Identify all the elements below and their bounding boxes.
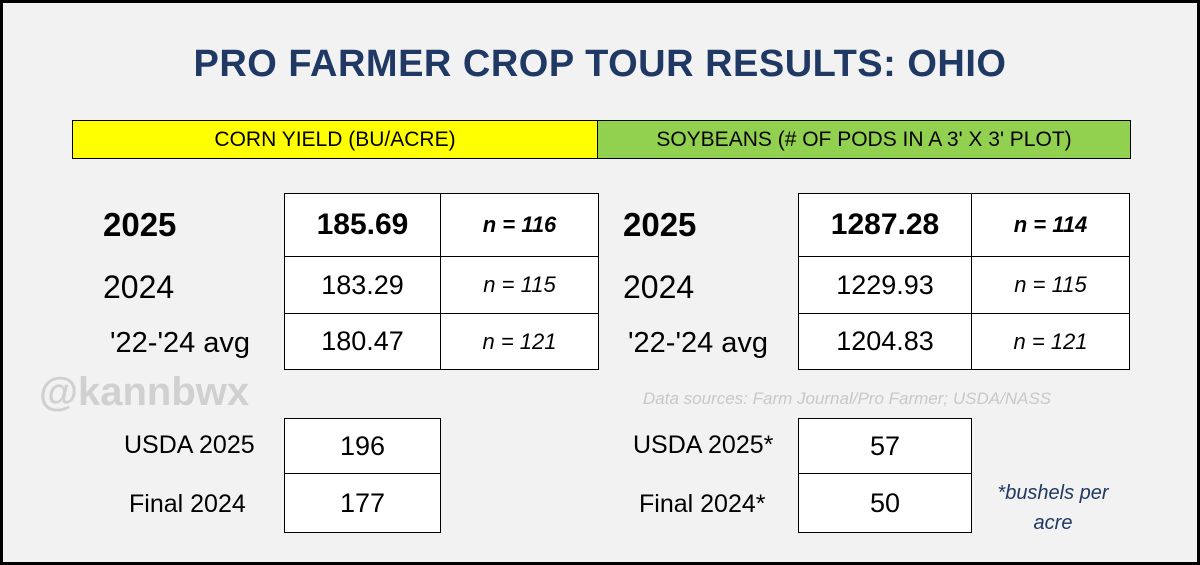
soy-row-label-2025: 2025 [623,206,697,243]
corn-row-label-2025: 2025 [103,206,177,243]
bushels-footnote: *bushels per acre [997,482,1109,534]
table-row: 177 [284,473,441,533]
soy-header: SOYBEANS (# OF PODS IN A 3' X 3' PLOT) [597,120,1131,159]
corn-n-2024: n = 115 [440,256,599,314]
soy-final-label: Final 2024* [639,490,766,518]
corn-usda-label: USDA 2025 [124,431,255,459]
soy-usda-value: 57 [798,418,972,474]
table-row: 185.69 n = 116 [284,193,599,257]
soy-value-2024: 1229.93 [798,256,972,314]
corn-usda-value: 196 [284,418,441,474]
corn-n-avg: n = 121 [440,313,599,370]
soy-usda-table: 57 50 [798,418,972,533]
table-row: 1287.28 n = 114 [798,193,1130,257]
corn-table: 185.69 n = 116 183.29 n = 115 180.47 n =… [284,193,599,370]
table-row: 50 [798,473,972,533]
soy-n-2025: n = 114 [971,193,1130,257]
watermark: @kannbwx [39,370,250,414]
soy-usda-label: USDA 2025* [633,431,774,459]
table-row: 183.29 n = 115 [284,256,599,314]
corn-value-2025: 185.69 [284,193,441,257]
soy-n-2024: n = 115 [971,256,1130,314]
corn-value-avg: 180.47 [284,313,441,370]
soy-row-label-avg: '22-'24 avg [628,327,769,359]
soy-n-avg: n = 121 [971,313,1130,370]
page-title: PRO FARMER CROP TOUR RESULTS: OHIO [193,43,1007,85]
data-source-note: Data sources: Farm Journal/Pro Farmer; U… [643,389,1052,408]
soy-value-2025: 1287.28 [798,193,972,257]
soy-final-value: 50 [798,473,972,533]
table-row: 1229.93 n = 115 [798,256,1130,314]
corn-row-label-2024: 2024 [103,269,175,305]
soy-row-label-2024: 2024 [623,269,695,305]
corn-row-label-avg: '22-'24 avg [110,327,251,359]
corn-value-2024: 183.29 [284,256,441,314]
corn-n-2025: n = 116 [440,193,599,257]
corn-header: CORN YIELD (BU/ACRE) [72,120,598,159]
corn-usda-table: 196 177 [284,418,441,533]
table-row: 57 [798,418,972,474]
table-row: 1204.83 n = 121 [798,313,1130,370]
table-row: 196 [284,418,441,474]
table-row: 180.47 n = 121 [284,313,599,370]
soy-table: 1287.28 n = 114 1229.93 n = 115 1204.83 … [798,193,1130,370]
corn-final-value: 177 [284,473,441,533]
soy-value-avg: 1204.83 [798,313,972,370]
corn-final-label: Final 2024 [129,490,246,518]
